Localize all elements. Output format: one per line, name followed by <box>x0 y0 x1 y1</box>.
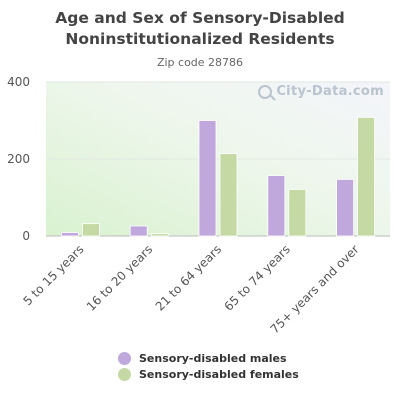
legend-item-females: Sensory-disabled females <box>118 366 299 382</box>
bar-females-1 <box>150 233 169 237</box>
bar-males-4 <box>336 179 355 237</box>
legend-swatch-females <box>118 367 131 381</box>
y-tick-label: 400 <box>7 75 30 89</box>
legend-label-males: Sensory-disabled males <box>139 351 287 365</box>
legend: Sensory-disabled males Sensory-disabled … <box>118 350 299 382</box>
chart-subtitle: Zip code 28786 <box>156 56 244 69</box>
legend-label-females: Sensory-disabled females <box>139 367 299 381</box>
y-tick-label: 200 <box>7 152 30 166</box>
grid-lines <box>46 81 390 237</box>
legend-item-males: Sensory-disabled males <box>118 350 299 366</box>
bar-males-3 <box>267 175 286 237</box>
watermark: City-Data.com <box>258 84 384 99</box>
bar-females-0 <box>82 223 100 237</box>
watermark-text: City-Data.com <box>276 84 384 99</box>
y-axis-ticks: 0 200 400 <box>7 75 30 243</box>
bar-females-4 <box>357 117 376 237</box>
bar-females-2 <box>219 153 238 237</box>
magnifier-icon <box>258 84 273 99</box>
chart-title: Age and Sex of Sensory-Disabled Noninsti… <box>55 9 345 48</box>
x-tick-label: 65 to 74 years <box>221 242 292 313</box>
bar-males-1 <box>129 225 148 237</box>
bar-males-2 <box>198 120 217 237</box>
bar-males-0 <box>61 232 79 237</box>
x-tick-label: 21 to 64 years <box>153 242 224 313</box>
bar-females-3 <box>288 189 307 237</box>
bars <box>61 117 376 237</box>
x-tick-label: 5 to 15 years <box>20 242 86 308</box>
x-tick-label: 16 to 20 years <box>84 242 155 313</box>
y-tick-label: 0 <box>22 229 30 243</box>
legend-swatch-males <box>118 351 131 365</box>
